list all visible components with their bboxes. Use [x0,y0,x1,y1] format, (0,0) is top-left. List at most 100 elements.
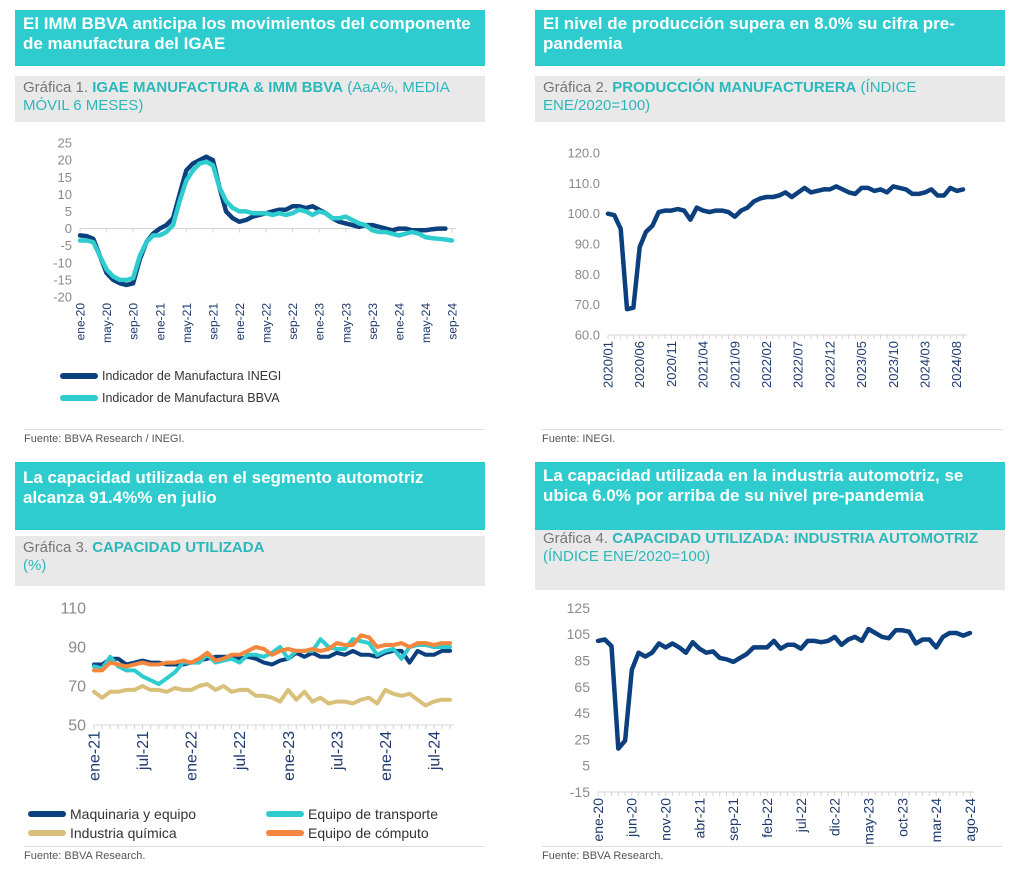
x-tick-label: 2022/12 [822,341,837,388]
y-tick-label: -15 [53,272,72,287]
x-tick-label: 2023/10 [886,341,901,388]
x-tick-label: sep-23 [366,303,380,340]
x-tick-label: may-22 [260,303,274,343]
chart-name: PRODUCCIÓN MANUFACTURERA [612,79,857,96]
x-tick-label: may-20 [100,303,114,343]
x-tick-label: may-21 [180,303,194,343]
y-tick-label: 65 [574,679,590,695]
x-tick-label: ene-22 [233,303,247,341]
x-tick-label: dic-22 [827,798,843,836]
panel-4-subtitle: Gráfica 4. CAPACIDAD UTILIZADA: INDUSTRI… [535,530,1005,590]
legend-label: Industria química [70,825,177,841]
x-tick-label: sep-22 [286,303,300,340]
x-tick-label: 2022/07 [791,341,806,388]
legend-item: Equipo de transporte [266,806,438,822]
x-tick-label: jul-24 [426,731,443,771]
y-tick-label: 80.0 [575,267,600,282]
y-tick-label: 25 [58,136,72,151]
chart-name: IGAE MANUFACTURA & IMM BBVA [92,79,344,96]
y-tick-label: 70.0 [575,297,600,312]
panel-1-source: Fuente: BBVA Research / INEGI. [24,429,484,445]
legend-item: Equipo de cómputo [266,825,429,841]
y-tick-label: 45 [574,705,590,721]
x-tick-label: 2020/01 [601,341,616,388]
panel-3-title: La capacidad utilizada en el segmento au… [15,462,485,530]
legend-swatch [266,811,304,817]
chart-unit: (ÍNDICE ENE/2020=100) [543,548,711,565]
x-tick-label: ene-24 [378,731,395,781]
x-tick-label: oct-23 [894,798,910,837]
y-tick-label: 25 [574,731,590,747]
y-tick-label: 10 [58,187,72,202]
chart-number: Gráfica 3. [23,539,93,556]
legend-label: Equipo de transporte [308,806,438,822]
x-tick-label: ene-24 [392,303,406,341]
x-tick-label: ene-20 [590,798,606,842]
x-tick-label: mar-24 [928,798,944,843]
legend-label: Equipo de cómputo [308,825,429,841]
chart-2: 60.0 70.0 80.0 90.0 100.0 110.0 120.0 2020/01 20… [567,146,967,388]
x-tick-label: sep-24 [446,303,460,340]
x-tick-label: ago-24 [962,798,978,842]
chart-number: Gráfica 1. [23,79,93,96]
legend-item: Maquinaria y equipo [28,806,196,822]
legend-label: Maquinaria y equipo [70,806,197,822]
legend-item: Indicador de Manufactura BBVA [60,391,280,405]
legend-swatch [60,373,98,379]
x-tick-label: sep-20 [127,303,141,340]
legend-swatch [28,830,66,836]
panel-2-source: Fuente: INEGI. [542,429,1002,445]
x-tick-label: 2020/11 [664,341,679,387]
x-tick-label: 2024/03 [918,341,933,388]
y-tick-label: 5 [582,758,590,774]
chart-3: 50 70 90 110 ene-21 jul-21 ene-22 jul-22 ene-23 j… [60,601,454,781]
chart-unit: (ÍNDICE ENE/2020=100) [543,79,917,114]
y-tick-label: 20 [58,153,72,168]
chart-number: Gráfica 2. [543,79,613,96]
y-tick-label: 50 [68,718,86,735]
y-tick-label: 105 [567,626,591,642]
x-tick-label: abr-21 [691,798,707,839]
legend-swatch [266,830,304,836]
legend-swatch [60,395,98,401]
series-line-4 [92,633,452,673]
legend-label: Indicador de Manufactura INEGI [102,369,282,383]
x-tick-label: ene-22 [184,731,201,781]
x-tick-label: nov-20 [658,798,674,841]
y-tick-label: 120.0 [567,146,600,161]
panel-4-title: La capacidad utilizada en la industria a… [535,462,1005,530]
panel-2-subtitle: Gráfica 2. PRODUCCIÓN MANUFACTURERA (ÍND… [535,76,1005,122]
x-tick-label: jun-20 [624,798,640,838]
series-line-3 [92,682,452,708]
y-tick-label: 125 [567,600,591,616]
legend-item: Indicador de Manufactura INEGI [60,369,281,383]
x-tick-label: 2023/05 [854,341,869,388]
chart-name: CAPACIDAD UTILIZADA: INDUSTRIA AUTOMOTRI… [612,530,979,547]
panel-2-title: El nivel de producción supera en 8.0% su… [535,10,1005,66]
x-tick-label: jul-21 [135,731,152,771]
y-tick-label: 85 [574,652,590,668]
y-tick-label: 90.0 [575,237,600,252]
x-tick-label: may-23 [860,798,876,845]
chart-unit: (%) [23,557,47,574]
x-tick-label: sep-21 [725,798,741,841]
y-tick-label: 60.0 [575,328,600,343]
x-tick-label: ene-23 [313,303,327,341]
panel-1-title: El IMM BBVA anticipa los movimientos del… [15,10,485,66]
legend-swatch [28,811,66,817]
y-tick-label: -15 [570,784,590,800]
y-tick-label: -10 [53,255,72,270]
x-tick-label: jul-22 [793,798,809,833]
y-tick-label: 110 [60,601,86,618]
y-tick-label: 70 [68,679,86,696]
legend-label: Indicador de Manufactura BBVA [102,391,280,405]
x-tick-label: may-24 [419,303,433,343]
x-tick-label: feb-22 [759,798,775,838]
y-tick-label: 90 [68,640,86,657]
chart-name: CAPACIDAD UTILIZADA [92,539,265,556]
chart-unit: (AaA%, MEDIA MÓVIL 6 MESES) [23,79,449,114]
x-tick-label: 2021/04 [696,341,711,388]
chart-number: Gráfica 4. [543,530,613,547]
x-tick-label: 2022/02 [759,341,774,388]
y-tick-label: 5 [65,204,72,219]
